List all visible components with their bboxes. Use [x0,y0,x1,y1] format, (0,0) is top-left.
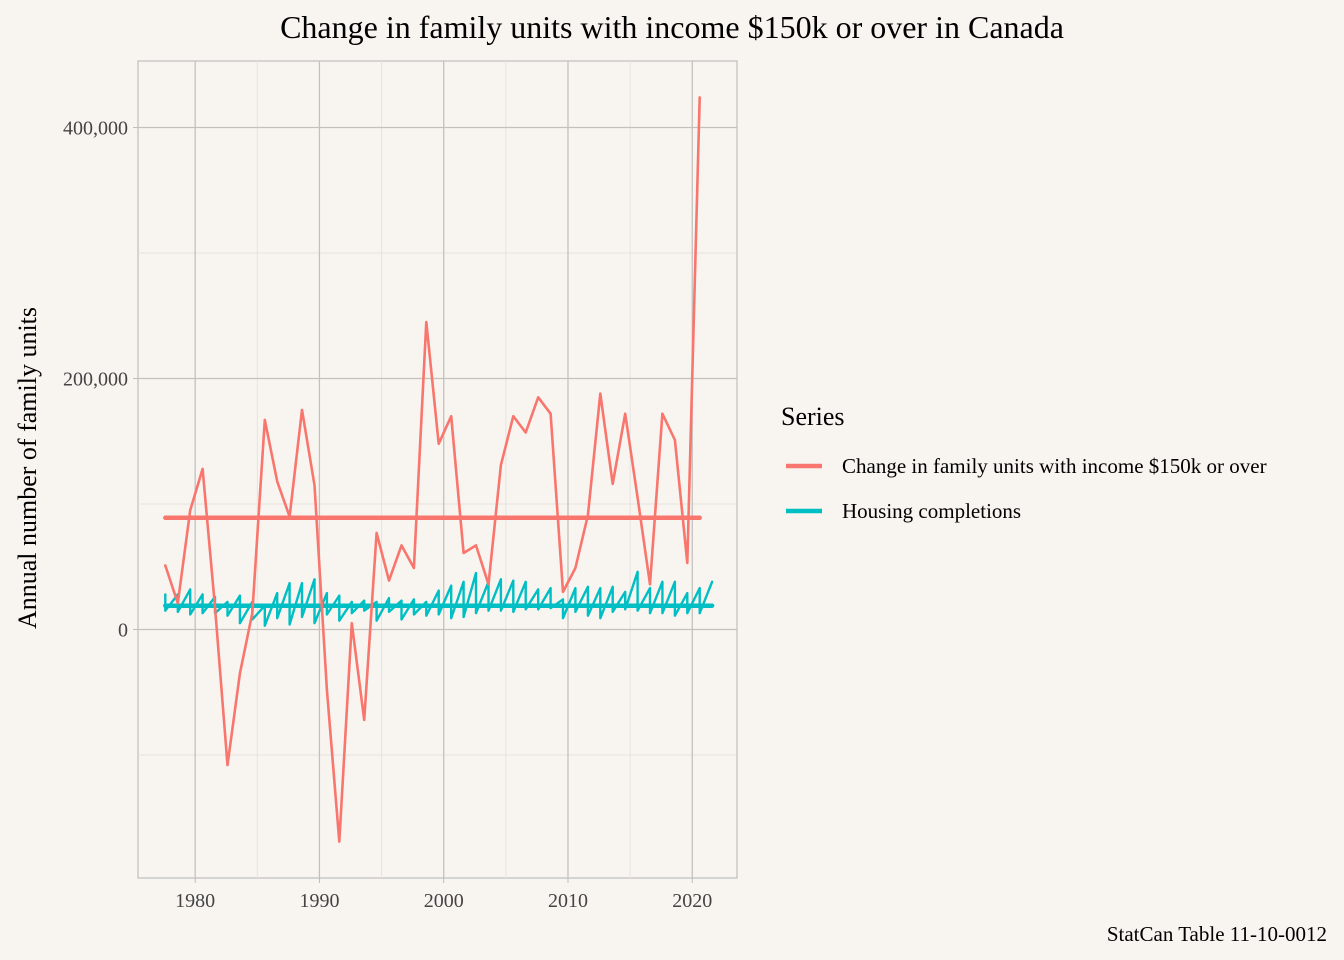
y-tick-label: 200,000 [63,369,128,391]
x-tick-label: 2020 [672,890,712,912]
x-tick-label: 1980 [175,890,215,912]
y-tick-label: 400,000 [63,118,128,140]
plot-panel [137,60,738,879]
caption: StatCan Table 11-10-0012 [1107,922,1327,946]
chart-title: Change in family units with income $150k… [280,9,1064,45]
x-tick-label: 2010 [548,890,588,912]
y-tick-label: 0 [118,620,128,642]
x-axis: 1980 1990 2000 2010 2020 [175,878,712,912]
legend-title: Series [781,402,845,431]
series-line-family-units [164,96,702,843]
y-axis-title: Annual number of family units [13,307,42,629]
grid-minor [138,61,737,878]
y-axis: 0 200,000 400,000 [63,118,138,642]
legend: Series Change in family units with incom… [781,402,1267,523]
legend-label: Change in family units with income $150k… [842,454,1267,478]
x-tick-label: 2000 [424,890,464,912]
plot-border [137,60,738,879]
grid-major [138,61,737,878]
x-tick-label: 1990 [299,890,339,912]
series-layer [163,96,715,843]
legend-label: Housing completions [842,499,1021,523]
